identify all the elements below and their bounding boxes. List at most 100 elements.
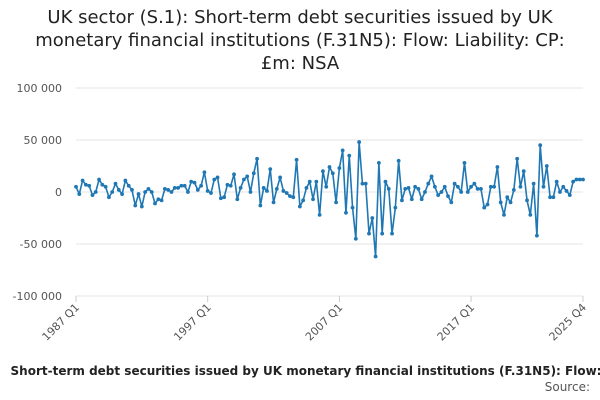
data-point[interactable] xyxy=(113,181,118,186)
data-point[interactable] xyxy=(281,189,286,193)
data-point[interactable] xyxy=(416,186,421,191)
data-point[interactable] xyxy=(350,205,355,210)
data-point[interactable] xyxy=(475,186,480,191)
data-point[interactable] xyxy=(301,198,306,203)
data-point[interactable] xyxy=(294,157,299,162)
data-point[interactable] xyxy=(133,203,138,208)
data-point[interactable] xyxy=(182,183,187,188)
data-point[interactable] xyxy=(110,190,115,194)
data-point[interactable] xyxy=(139,204,144,209)
data-point[interactable] xyxy=(83,182,88,187)
data-point[interactable] xyxy=(107,195,111,200)
data-point[interactable] xyxy=(357,140,362,144)
data-point[interactable] xyxy=(479,186,483,191)
data-point[interactable] xyxy=(90,193,95,198)
data-point[interactable] xyxy=(80,178,85,183)
data-point[interactable] xyxy=(288,194,292,199)
data-point[interactable] xyxy=(149,190,154,194)
data-point[interactable] xyxy=(577,177,582,182)
data-point[interactable] xyxy=(360,181,365,186)
data-point[interactable] xyxy=(544,164,549,168)
data-point[interactable] xyxy=(130,188,134,192)
data-point[interactable] xyxy=(189,179,194,184)
data-point[interactable] xyxy=(307,179,312,184)
data-point[interactable] xyxy=(548,195,552,200)
data-point[interactable] xyxy=(367,231,371,236)
data-point[interactable] xyxy=(205,189,210,193)
data-point[interactable] xyxy=(255,156,259,161)
data-point[interactable] xyxy=(567,193,572,198)
data-point[interactable] xyxy=(159,198,164,203)
data-point[interactable] xyxy=(284,191,289,195)
data-point[interactable] xyxy=(515,156,520,161)
data-point[interactable] xyxy=(314,179,319,184)
data-point[interactable] xyxy=(429,174,434,179)
data-point[interactable] xyxy=(311,197,315,202)
data-point[interactable] xyxy=(317,212,322,217)
data-point[interactable] xyxy=(525,198,529,203)
data-point[interactable] xyxy=(136,192,141,196)
data-point[interactable] xyxy=(265,189,269,193)
data-point[interactable] xyxy=(396,158,401,163)
data-point[interactable] xyxy=(370,216,375,220)
data-point[interactable] xyxy=(432,184,437,189)
data-point[interactable] xyxy=(337,166,342,170)
data-point[interactable] xyxy=(521,169,526,174)
data-point[interactable] xyxy=(172,185,177,190)
data-point[interactable] xyxy=(238,185,243,190)
data-point[interactable] xyxy=(436,193,441,198)
data-point[interactable] xyxy=(242,177,246,182)
data-point[interactable] xyxy=(321,169,325,174)
data-point[interactable] xyxy=(531,181,536,186)
data-point[interactable] xyxy=(393,205,398,210)
data-point[interactable] xyxy=(225,182,230,187)
data-point[interactable] xyxy=(518,184,523,189)
data-point[interactable] xyxy=(169,190,174,194)
data-point[interactable] xyxy=(442,184,447,189)
data-point[interactable] xyxy=(386,186,391,191)
data-point[interactable] xyxy=(153,201,157,206)
data-point[interactable] xyxy=(251,171,256,176)
data-point[interactable] xyxy=(278,175,283,180)
data-point[interactable] xyxy=(258,203,263,208)
data-point[interactable] xyxy=(383,179,388,184)
data-point[interactable] xyxy=(202,170,207,175)
data-point[interactable] xyxy=(340,148,345,153)
data-point[interactable] xyxy=(327,165,332,169)
data-point[interactable] xyxy=(373,254,378,259)
data-point[interactable] xyxy=(245,174,250,179)
data-point[interactable] xyxy=(100,182,105,187)
data-point[interactable] xyxy=(93,190,98,194)
data-point[interactable] xyxy=(304,185,309,190)
data-point[interactable] xyxy=(380,231,385,236)
data-point[interactable] xyxy=(116,188,121,192)
data-point[interactable] xyxy=(212,177,217,182)
data-point[interactable] xyxy=(439,190,444,194)
data-point[interactable] xyxy=(492,184,497,189)
data-point[interactable] xyxy=(574,177,579,182)
data-point[interactable] xyxy=(459,190,464,194)
data-point[interactable] xyxy=(126,183,131,188)
data-point[interactable] xyxy=(166,188,171,192)
data-point[interactable] xyxy=(423,190,427,194)
data-point[interactable] xyxy=(535,233,539,238)
data-point[interactable] xyxy=(505,195,510,200)
data-point[interactable] xyxy=(143,190,148,194)
data-point[interactable] xyxy=(179,183,184,188)
data-point[interactable] xyxy=(271,200,276,205)
data-point[interactable] xyxy=(146,186,151,191)
data-point[interactable] xyxy=(502,212,506,217)
data-point[interactable] xyxy=(324,184,329,189)
data-point[interactable] xyxy=(446,194,450,199)
data-point[interactable] xyxy=(564,189,569,193)
data-point[interactable] xyxy=(485,202,490,207)
data-point[interactable] xyxy=(406,185,411,190)
data-point[interactable] xyxy=(330,171,335,176)
data-point[interactable] xyxy=(291,195,296,200)
data-point[interactable] xyxy=(199,183,204,188)
data-point[interactable] xyxy=(248,190,253,194)
data-point[interactable] xyxy=(268,167,273,172)
data-point[interactable] xyxy=(376,160,381,165)
data-point[interactable] xyxy=(488,184,493,189)
data-point[interactable] xyxy=(123,178,128,183)
